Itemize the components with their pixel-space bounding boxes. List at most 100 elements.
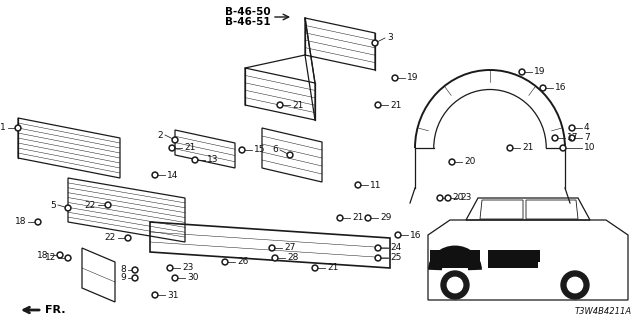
Circle shape [65, 255, 71, 261]
Text: 16: 16 [410, 230, 422, 239]
Circle shape [541, 86, 545, 89]
Circle shape [134, 276, 136, 279]
Text: 12: 12 [45, 253, 56, 262]
Circle shape [376, 246, 380, 250]
Circle shape [105, 202, 111, 208]
Circle shape [17, 126, 19, 129]
Circle shape [239, 147, 245, 153]
Text: 21: 21 [292, 100, 303, 109]
Circle shape [273, 257, 276, 260]
Circle shape [395, 232, 401, 238]
Text: 21: 21 [352, 213, 364, 222]
Circle shape [569, 125, 575, 131]
Circle shape [437, 195, 443, 201]
Text: 4: 4 [584, 124, 589, 132]
Circle shape [193, 158, 196, 161]
Text: 20: 20 [464, 157, 476, 166]
Circle shape [554, 137, 556, 140]
Circle shape [154, 293, 156, 296]
Circle shape [372, 40, 378, 46]
Circle shape [509, 147, 511, 149]
Circle shape [540, 85, 546, 91]
Circle shape [392, 75, 398, 81]
Circle shape [376, 257, 380, 260]
Polygon shape [488, 250, 538, 268]
Circle shape [67, 207, 69, 209]
Circle shape [154, 173, 156, 176]
Text: 2: 2 [157, 131, 163, 140]
Circle shape [339, 217, 342, 220]
Text: 21: 21 [184, 143, 195, 153]
Circle shape [520, 70, 524, 73]
Circle shape [192, 157, 198, 163]
Circle shape [277, 102, 283, 108]
Text: FR.: FR. [45, 305, 65, 315]
Text: 30: 30 [187, 274, 198, 283]
Text: 19: 19 [534, 68, 545, 76]
Circle shape [36, 220, 40, 223]
Text: 5: 5 [51, 201, 56, 210]
Circle shape [441, 271, 469, 299]
Text: 21: 21 [327, 263, 339, 273]
Circle shape [374, 42, 376, 44]
Circle shape [35, 219, 41, 225]
Text: 3: 3 [387, 34, 393, 43]
Circle shape [167, 265, 173, 271]
Circle shape [375, 255, 381, 261]
Text: 11: 11 [370, 180, 381, 189]
Circle shape [287, 152, 293, 158]
Text: 31: 31 [167, 291, 179, 300]
Circle shape [447, 277, 463, 293]
Circle shape [355, 182, 361, 188]
Circle shape [567, 277, 582, 293]
Circle shape [451, 161, 454, 164]
Circle shape [269, 245, 275, 251]
Text: 6: 6 [272, 146, 278, 155]
Circle shape [367, 217, 369, 220]
Text: 23: 23 [182, 263, 193, 273]
Circle shape [447, 196, 449, 199]
Text: 22: 22 [105, 234, 116, 243]
Circle shape [552, 135, 558, 141]
Circle shape [445, 195, 451, 201]
Circle shape [106, 204, 109, 206]
Text: 15: 15 [254, 146, 266, 155]
Text: 7: 7 [584, 133, 589, 142]
Circle shape [127, 236, 129, 239]
Circle shape [172, 137, 178, 143]
Circle shape [223, 260, 227, 263]
Circle shape [571, 137, 573, 140]
Text: 1: 1 [0, 124, 6, 132]
Circle shape [376, 104, 380, 107]
Text: 14: 14 [167, 171, 179, 180]
Text: 13: 13 [207, 156, 218, 164]
Text: 25: 25 [390, 253, 401, 262]
Text: 26: 26 [237, 258, 248, 267]
Circle shape [222, 259, 228, 265]
Circle shape [312, 265, 318, 271]
Text: T3W4B4211A: T3W4B4211A [575, 308, 632, 316]
Circle shape [375, 102, 381, 108]
Text: 16: 16 [555, 84, 566, 92]
Circle shape [134, 268, 136, 271]
Text: 19: 19 [407, 74, 419, 83]
Circle shape [356, 184, 360, 187]
Circle shape [449, 159, 455, 165]
Circle shape [125, 235, 131, 241]
Text: 18: 18 [15, 218, 26, 227]
Circle shape [173, 139, 177, 141]
Polygon shape [435, 250, 480, 268]
Text: B-46-50: B-46-50 [225, 7, 271, 17]
Text: 18: 18 [36, 251, 48, 260]
Text: 17: 17 [567, 133, 579, 142]
Text: 22: 22 [84, 201, 96, 210]
Circle shape [59, 253, 61, 256]
Circle shape [271, 246, 273, 250]
Circle shape [569, 135, 575, 141]
Circle shape [397, 234, 399, 236]
Circle shape [152, 292, 158, 298]
Text: 28: 28 [287, 253, 298, 262]
Circle shape [375, 245, 381, 251]
Circle shape [169, 145, 175, 151]
Circle shape [15, 125, 21, 131]
